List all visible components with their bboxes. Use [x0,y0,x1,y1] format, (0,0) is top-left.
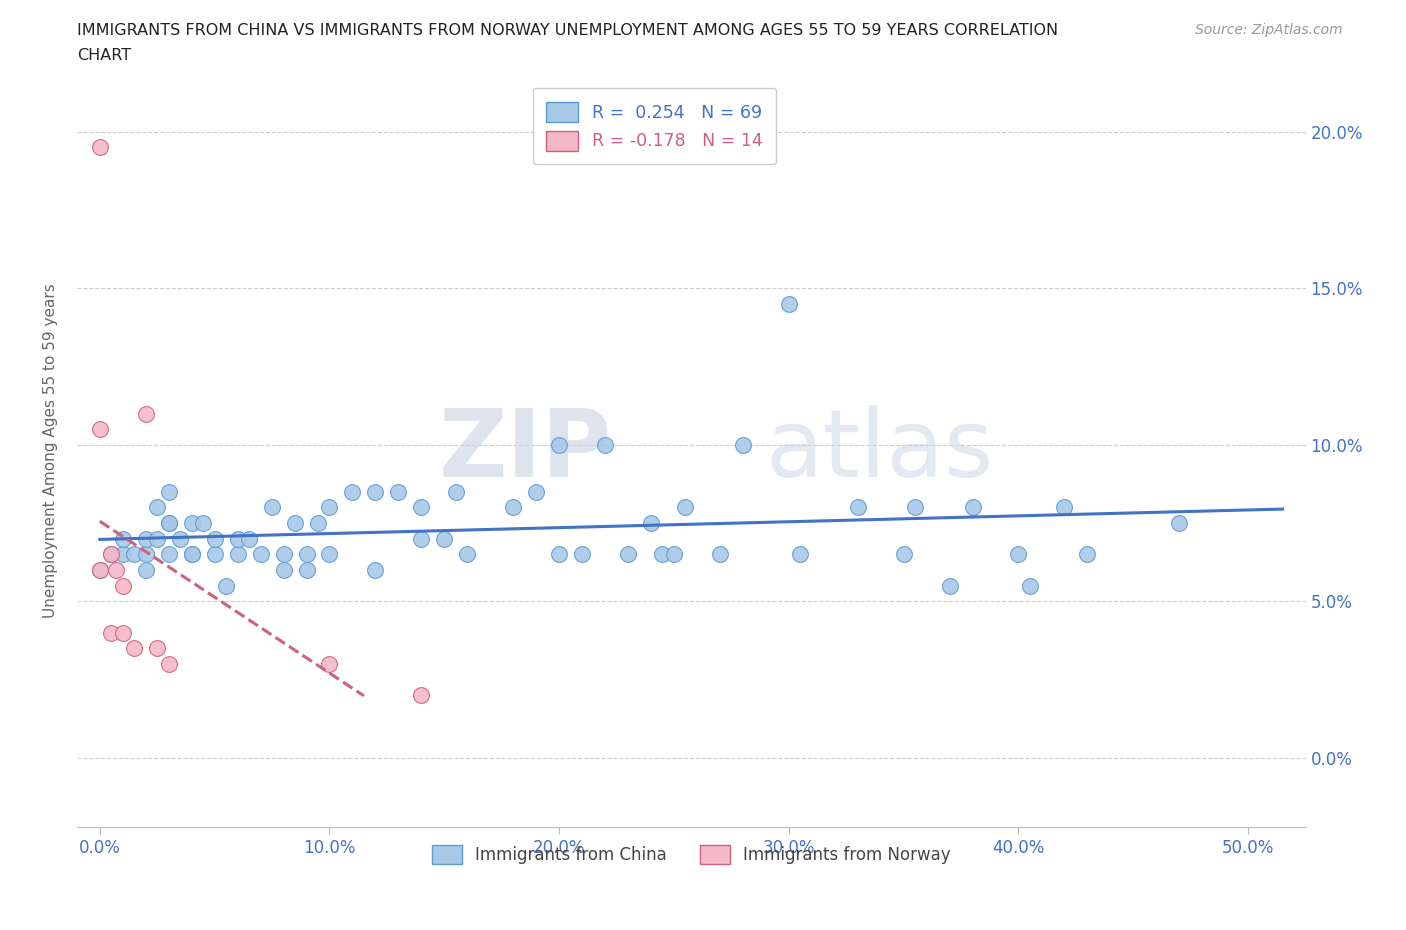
Point [135,563,157,578]
Point [1007,547,1029,562]
Point [318,500,340,515]
Point [904,500,927,515]
Point [157,515,180,530]
Point [962,500,984,515]
Point [146,500,169,515]
Point [295,563,318,578]
Point [571,547,593,562]
Point [411,500,433,515]
Point [157,657,180,671]
Point [675,500,697,515]
Point [318,547,340,562]
Point [157,485,180,499]
Point [1168,515,1191,530]
Point [342,485,364,499]
Point [193,515,215,530]
Point [169,531,191,546]
Point [1053,500,1076,515]
Y-axis label: Unemployment Among Ages 55 to 59 years: Unemployment Among Ages 55 to 59 years [44,284,58,618]
Point [180,515,202,530]
Point [846,500,869,515]
Point [124,547,146,562]
Text: CHART: CHART [77,48,131,63]
Point [100,547,122,562]
Point [593,437,616,452]
Point [249,547,271,562]
Point [146,641,169,656]
Point [640,515,662,530]
Point [89,140,111,155]
Point [180,547,202,562]
Point [1076,547,1098,562]
Point [100,625,122,640]
Point [617,547,640,562]
Point [524,485,547,499]
Text: ZIP: ZIP [439,405,612,497]
Point [387,485,409,499]
Point [89,421,111,436]
Point [89,563,111,578]
Point [731,437,754,452]
Point [444,485,467,499]
Point [204,531,226,546]
Point [284,515,307,530]
Point [456,547,478,562]
Text: IMMIGRANTS FROM CHINA VS IMMIGRANTS FROM NORWAY UNEMPLOYMENT AMONG AGES 55 TO 59: IMMIGRANTS FROM CHINA VS IMMIGRANTS FROM… [77,23,1059,38]
Point [146,531,169,546]
Point [262,500,284,515]
Point [789,547,811,562]
Text: Source: ZipAtlas.com: Source: ZipAtlas.com [1195,23,1343,37]
Point [135,406,157,421]
Point [89,563,111,578]
Point [411,531,433,546]
Point [135,531,157,546]
Point [215,578,238,593]
Point [433,531,456,546]
Text: atlas: atlas [765,405,993,497]
Point [157,547,180,562]
Point [180,547,202,562]
Point [226,531,249,546]
Point [548,547,571,562]
Point [364,563,387,578]
Legend: Immigrants from China, Immigrants from Norway: Immigrants from China, Immigrants from N… [425,838,957,871]
Point [111,578,134,593]
Point [364,485,387,499]
Point [273,563,295,578]
Point [1019,578,1042,593]
Point [938,578,960,593]
Point [100,547,122,562]
Point [111,547,134,562]
Point [778,297,800,312]
Point [204,547,226,562]
Point [135,547,157,562]
Point [295,547,318,562]
Point [273,547,295,562]
Point [318,657,340,671]
Point [893,547,915,562]
Point [111,531,134,546]
Point [111,625,134,640]
Point [651,547,673,562]
Point [124,641,146,656]
Point [709,547,731,562]
Point [238,531,260,546]
Point [411,688,433,703]
Point [307,515,329,530]
Point [662,547,685,562]
Point [502,500,524,515]
Point [104,563,127,578]
Point [226,547,249,562]
Point [157,515,180,530]
Point [548,437,571,452]
